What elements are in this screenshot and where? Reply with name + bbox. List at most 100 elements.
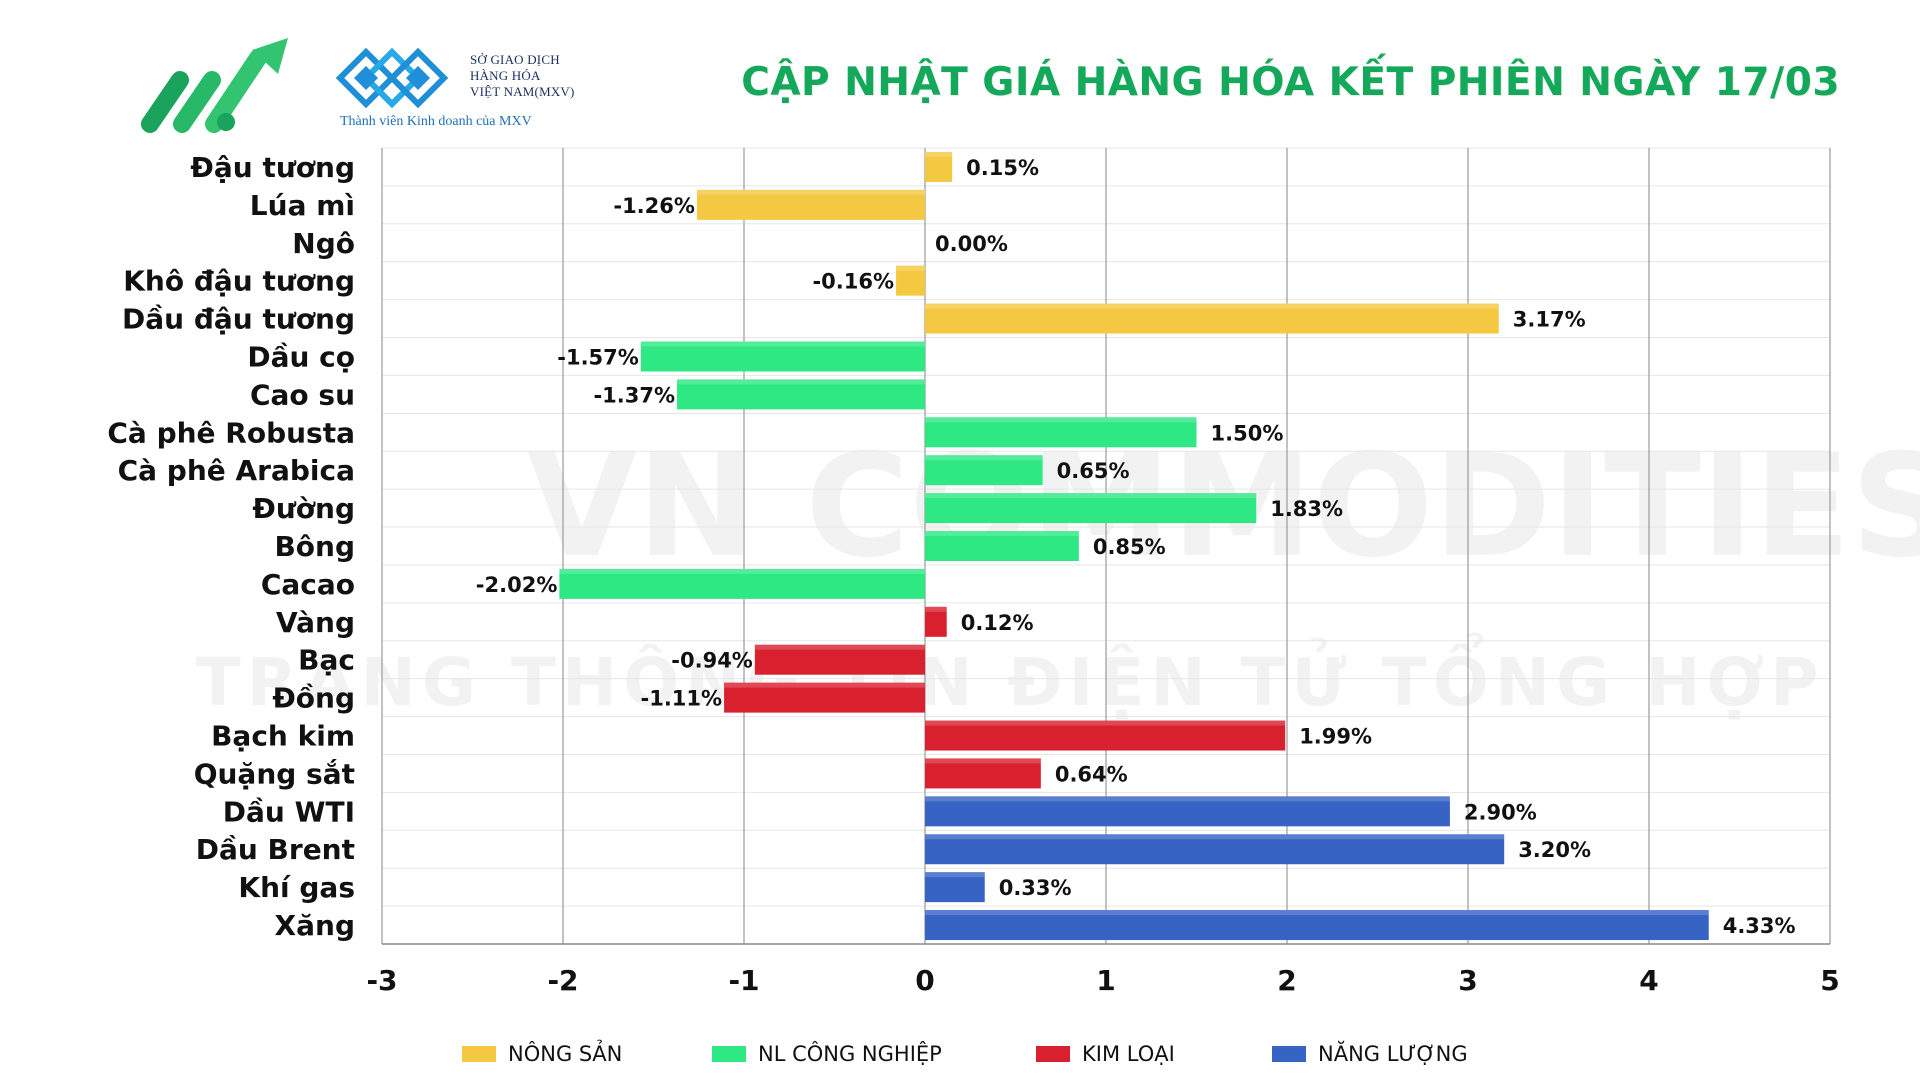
value-label: -1.57% <box>557 345 639 369</box>
category-label: Khô đậu tương <box>123 265 355 298</box>
bar <box>925 493 1257 524</box>
legend-swatch <box>462 1046 496 1062</box>
value-label: 0.65% <box>1057 459 1130 483</box>
exchange-name: SỞ GIAO DỊCH HÀNG HÓA VIỆT NAM(MXV) <box>470 52 575 100</box>
value-label: -0.94% <box>671 649 753 673</box>
value-label: 0.12% <box>961 611 1034 635</box>
grid <box>381 147 1831 945</box>
exchange-line-2: HÀNG HÓA <box>470 68 541 83</box>
value-label: 1.83% <box>1270 497 1343 521</box>
legend-swatch <box>1036 1046 1070 1062</box>
bar-highlight <box>896 265 925 271</box>
x-tick-label: 3 <box>1458 964 1477 997</box>
bar <box>925 531 1079 561</box>
category-label: Bông <box>274 530 355 563</box>
bar-highlight <box>696 189 925 195</box>
exchange-line-3: VIỆT NAM(MXV) <box>470 84 575 99</box>
brand-logo-icon <box>141 38 449 133</box>
bar-highlight <box>925 455 1043 461</box>
bar <box>925 303 1499 334</box>
bar <box>925 455 1043 486</box>
category-label: Ngô <box>292 227 355 260</box>
legend-swatch <box>712 1046 746 1062</box>
legend-label: NL CÔNG NGHIỆP <box>758 1041 942 1066</box>
x-tick-label: 2 <box>1277 964 1296 997</box>
category-label: Vàng <box>276 606 355 639</box>
legend: NÔNG SẢN NL CÔNG NGHIỆP KIM LOẠI NĂNG LƯỢNG <box>462 1040 1468 1066</box>
bar-highlight <box>925 910 1709 916</box>
bar-highlight <box>640 341 925 347</box>
category-label: Đường <box>252 492 355 525</box>
bar <box>696 189 925 220</box>
bar-highlight <box>925 606 947 612</box>
bar-highlight <box>925 834 1505 840</box>
value-labels: 0.15% -1.26% 0.00% -0.16% 3.17% -1.57% -1.37% 1… <box>476 156 1796 938</box>
value-label: -1.11% <box>641 687 723 711</box>
bars <box>559 151 1709 941</box>
category-label: Cao su <box>250 378 355 411</box>
value-label: 3.20% <box>1518 838 1591 862</box>
category-label: Cà phê Robusta <box>107 416 355 449</box>
bar <box>677 379 925 410</box>
value-label: 4.33% <box>1723 914 1796 938</box>
value-label: -1.26% <box>613 194 695 218</box>
page-title: CẬP NHẬT GIÁ HÀNG HÓA KẾT PHIÊN NGÀY 17/… <box>741 60 1840 105</box>
bar <box>754 644 925 675</box>
bar-highlight <box>754 644 925 650</box>
category-label: Dầu Brent <box>196 833 355 866</box>
bar-highlight <box>925 303 1499 309</box>
bar-highlight <box>925 872 985 878</box>
category-label: Bạch kim <box>211 720 355 753</box>
bar <box>724 682 925 713</box>
bar-highlight <box>925 151 953 157</box>
category-label: Xăng <box>275 909 355 942</box>
bar-highlight <box>925 531 1079 536</box>
brand-logos <box>140 28 600 138</box>
category-label: Đậu tương <box>190 151 355 184</box>
mxv-logo-icon <box>335 47 449 109</box>
category-label: Quặng sắt <box>194 757 355 790</box>
value-label: -1.37% <box>593 383 675 407</box>
bar-highlight <box>559 568 925 574</box>
value-label: 0.33% <box>999 876 1072 900</box>
bar-highlight <box>925 758 1041 764</box>
value-label: 1.99% <box>1299 725 1372 749</box>
exchange-line-1: SỞ GIAO DỊCH <box>470 52 560 67</box>
bar <box>896 265 925 296</box>
legend-label: NÔNG SẢN <box>508 1040 622 1066</box>
x-tick-label: -1 <box>728 964 759 997</box>
bar <box>925 758 1041 789</box>
category-label: Đồng <box>272 682 355 715</box>
x-tick-label: 1 <box>1096 964 1115 997</box>
bar <box>925 910 1709 941</box>
bar <box>925 796 1450 827</box>
bar-highlight <box>677 379 925 385</box>
bar-highlight <box>925 796 1450 802</box>
legend-label: NĂNG LƯỢNG <box>1318 1040 1468 1066</box>
x-tick-label: 0 <box>915 964 934 997</box>
category-label: Dầu cọ <box>247 340 355 373</box>
value-label: 0.00% <box>935 232 1008 256</box>
watermark-line-2: TRANG THÔNG TIN ĐIỆN TỬ TỔNG HỢP <box>196 633 1825 721</box>
category-label: Cacao <box>261 568 355 601</box>
legend-swatch <box>1272 1046 1306 1062</box>
legend-label: KIM LOẠI <box>1082 1042 1175 1066</box>
bar <box>925 606 947 637</box>
bar-highlight <box>925 417 1197 423</box>
x-tick-label: -3 <box>366 964 397 997</box>
bar <box>640 341 925 372</box>
growth-logo-icon <box>141 38 288 133</box>
bar <box>925 151 953 182</box>
value-label: 2.90% <box>1464 800 1537 824</box>
category-label: Bạc <box>298 644 355 677</box>
bar <box>925 417 1197 448</box>
category-labels: Đậu tương Lúa mì Ngô Khô đậu tương Dầu đậu t… <box>107 151 355 942</box>
x-tick-label: 5 <box>1820 964 1839 997</box>
value-label: -0.16% <box>812 270 894 294</box>
bar <box>559 568 925 599</box>
bar <box>925 872 985 903</box>
x-tick-label: 4 <box>1639 964 1658 997</box>
member-caption: Thành viên Kinh doanh của MXV <box>340 114 532 129</box>
